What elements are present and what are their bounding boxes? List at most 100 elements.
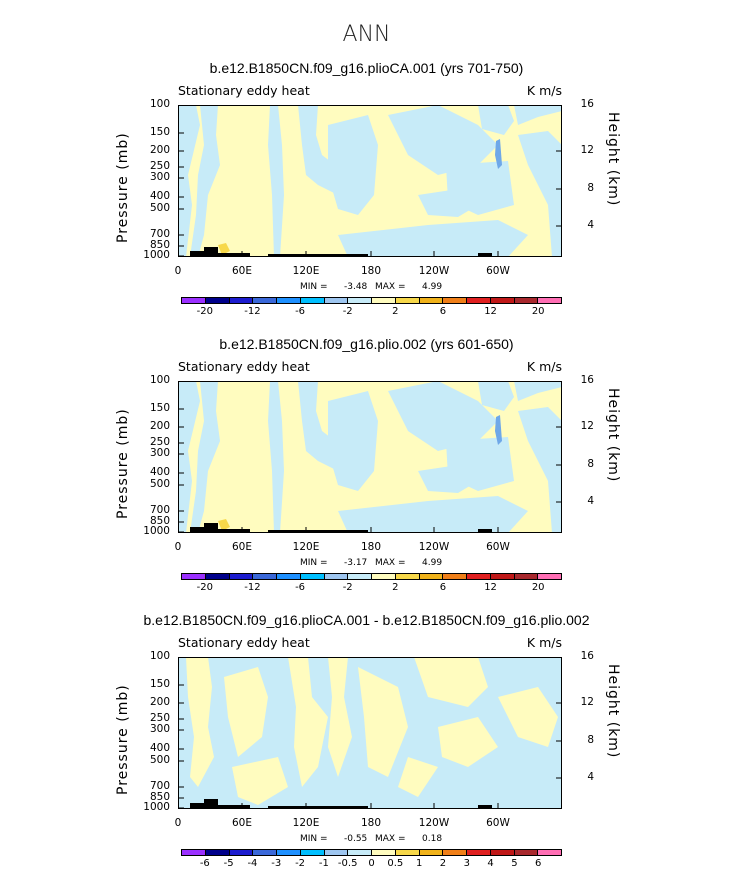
panel-1-units-label: K m/s — [526, 83, 562, 98]
panel-3-max-value: 0.18 — [422, 834, 443, 844]
y-tick-label: 300 — [149, 723, 170, 735]
y-tick-label: 850 — [149, 515, 170, 527]
contour-region-10 — [498, 687, 558, 747]
contour-region-14 — [218, 519, 230, 531]
panel-2-units-label: K m/s — [526, 359, 562, 374]
contour-region-1 — [186, 657, 214, 787]
colorbar-swatch — [182, 850, 206, 855]
colorbar-swatch — [253, 850, 277, 855]
panel-1-colorbar — [181, 297, 562, 304]
panel-2-min-value: -3.17 — [344, 558, 368, 568]
contour-region-2 — [190, 381, 220, 533]
colorbar-label: 2 — [392, 582, 399, 593]
panel-3-max-label: MAX = — [375, 834, 406, 844]
contour-region-13 — [495, 139, 502, 169]
colorbar-swatch — [253, 574, 277, 579]
colorbar-label: 0 — [368, 858, 375, 869]
y-tick-label: 250 — [149, 436, 170, 448]
colorbar-label: 2 — [392, 306, 399, 317]
y-tick-label: 400 — [149, 466, 170, 478]
x-tick-label: 120E — [292, 265, 320, 277]
panel-3-min-value: -0.55 — [344, 834, 368, 844]
panel-2-title: b.e12.B1850CN.f09_g16.plio.002 (yrs 601-… — [219, 336, 514, 352]
panel-1-right-axis-label: Height (km) — [605, 112, 621, 207]
colorbar-swatch — [277, 574, 301, 579]
y-tick-label: 150 — [149, 126, 170, 138]
y-tick-label: 1000 — [143, 525, 170, 537]
colorbar-swatch — [395, 850, 420, 855]
y-tick-label: 500 — [149, 202, 170, 214]
colorbar-label: -5 — [223, 858, 234, 869]
topography-africa — [190, 803, 212, 809]
contour-region-11 — [514, 381, 562, 401]
colorbar-swatch — [538, 850, 561, 855]
panel-2-max-label: MAX = — [375, 558, 406, 568]
plot-frame — [178, 381, 562, 533]
colorbar-swatch — [514, 298, 539, 303]
right-tick-label: 12 — [580, 696, 594, 708]
contour-region-2 — [190, 105, 220, 257]
topography-asia — [218, 529, 250, 533]
contour-region-4 — [288, 657, 328, 787]
y-tick-label: 700 — [149, 504, 170, 516]
contour-region-1 — [178, 381, 200, 533]
colorbar-label: 4 — [487, 858, 494, 869]
colorbar-label: 0.5 — [387, 858, 404, 869]
panel-2-right-axis-label: Height (km) — [605, 388, 621, 483]
colorbar-label: 12 — [484, 582, 497, 593]
x-tick-label: 0 — [174, 265, 182, 277]
x-tick-label: 60E — [232, 265, 252, 277]
contour-region-1 — [178, 105, 200, 257]
y-tick-label: 500 — [149, 478, 170, 490]
colorbar-swatch — [205, 574, 230, 579]
topography-africa — [190, 527, 212, 533]
colorbar-swatch — [253, 298, 277, 303]
y-tick-label: 300 — [149, 447, 170, 459]
colorbar-label: 12 — [484, 306, 497, 317]
topography-asia — [218, 805, 250, 809]
colorbar-swatch — [467, 298, 491, 303]
x-tick-label: 0 — [174, 817, 182, 829]
y-tick-label: 250 — [149, 712, 170, 724]
panel-1-heatmap — [178, 105, 562, 257]
colorbar-swatch — [205, 298, 230, 303]
topography-highland — [204, 247, 218, 257]
x-tick-label: 60E — [232, 541, 252, 553]
colorbar-label: -20 — [196, 582, 213, 593]
colorbar-swatch — [514, 850, 539, 855]
contour-region-7 — [414, 657, 488, 707]
right-tick-label: 4 — [587, 219, 594, 231]
colorbar-label: 2 — [439, 858, 447, 869]
contour-region-12 — [518, 407, 562, 533]
colorbar-swatch — [419, 850, 444, 855]
right-tick-label: 4 — [587, 771, 594, 783]
x-tick-label: 180 — [360, 541, 382, 553]
colorbar-swatch — [490, 574, 515, 579]
colorbar-swatch — [229, 850, 254, 855]
colorbar-swatch — [443, 850, 467, 855]
colorbar-swatch — [538, 298, 561, 303]
colorbar-swatch — [300, 298, 325, 303]
colorbar-label: -6 — [295, 582, 306, 593]
y-tick-label: 1000 — [143, 801, 170, 813]
colorbar-label: 6 — [439, 582, 447, 593]
colorbar-label: 5 — [511, 858, 518, 869]
panel-3-min-label: MIN = — [300, 834, 328, 844]
contour-region-10 — [478, 381, 514, 411]
y-tick-label: 150 — [149, 678, 170, 690]
colorbar-label: -12 — [244, 306, 261, 317]
right-tick-label: 8 — [587, 182, 594, 194]
contour-region-10 — [478, 105, 514, 135]
contour-region-11 — [514, 105, 562, 125]
colorbar-swatch — [182, 298, 206, 303]
colorbar-label: -4 — [247, 858, 258, 869]
panel-3-colorbar — [181, 849, 562, 856]
y-tick-label: 1000 — [143, 249, 170, 261]
colorbar-label: 1 — [415, 858, 423, 869]
colorbar-swatch — [467, 850, 491, 855]
x-tick-label: 120W — [418, 265, 450, 277]
x-tick-label: 180 — [360, 265, 382, 277]
colorbar-label: -6 — [295, 306, 306, 317]
y-tick-label: 500 — [149, 754, 170, 766]
y-tick-label: 400 — [149, 190, 170, 202]
